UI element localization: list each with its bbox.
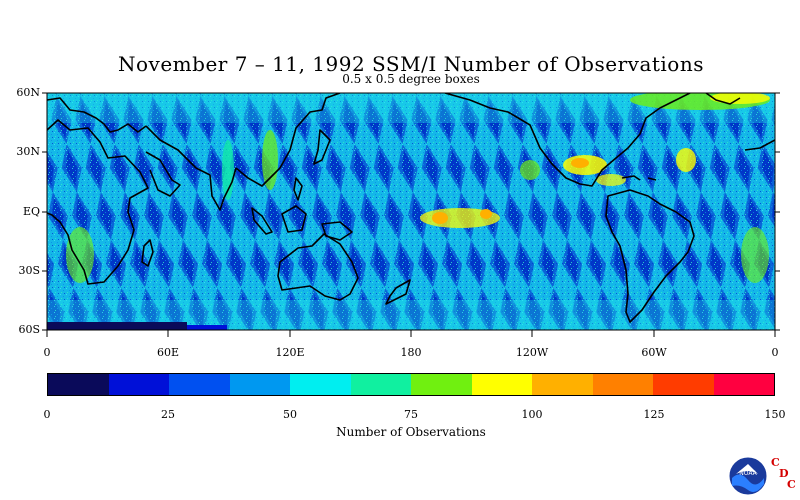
australia-coast	[277, 233, 359, 301]
colorbar-segment-3	[229, 374, 290, 395]
observation-map	[42, 92, 780, 337]
colorbar-label-100: 100	[521, 408, 543, 421]
greenland	[705, 93, 741, 105]
colorbar-label-25: 25	[161, 408, 175, 421]
lon-label-0: 0	[43, 346, 51, 359]
sumatra	[251, 207, 273, 235]
europe-coast	[47, 97, 147, 133]
cdc-letter-1: C	[771, 456, 780, 469]
observation-field	[47, 93, 775, 330]
chart-title: November 7 – 11, 1992 SSM/I Number of Ob…	[118, 52, 704, 76]
japan	[313, 129, 331, 165]
colorbar-title: Number of Observations	[336, 425, 486, 439]
colorbar	[47, 373, 775, 396]
lon-ticks	[46, 330, 776, 337]
west-africa	[744, 139, 775, 151]
lon-label-60w: 60W	[641, 346, 667, 359]
lat-label-eq: EQ	[22, 205, 40, 218]
lon-label-120e: 120E	[275, 346, 305, 359]
colorbar-label-75: 75	[404, 408, 418, 421]
borneo	[281, 205, 307, 233]
lon-label-120w: 120W	[515, 346, 549, 359]
north-america-coast	[444, 93, 691, 187]
colorbar-segment-10	[653, 374, 714, 395]
caribbean	[621, 175, 657, 181]
asia-coast	[145, 93, 341, 187]
colorbar-segment-1	[108, 374, 169, 395]
south-america-coast	[605, 189, 695, 323]
colorbar-segment-7	[471, 374, 532, 395]
lon-label-0-end: 0	[771, 346, 779, 359]
madagascar	[141, 239, 154, 267]
lat-label-60s: 60S	[18, 323, 40, 336]
colorbar-segment-0	[48, 374, 109, 395]
colorbar-label-125: 125	[643, 408, 665, 421]
arabia-coast	[145, 151, 181, 197]
cdc-letter-2: D	[779, 467, 789, 480]
colorbar-segment-9	[592, 374, 653, 395]
colorbar-segment-4	[290, 374, 351, 395]
lon-label-60e: 60E	[156, 346, 180, 359]
colorbar-label-50: 50	[283, 408, 297, 421]
noaa-logo-icon: NOAA	[728, 456, 768, 496]
svg-text:NOAA: NOAA	[739, 470, 757, 477]
colorbar-label-150: 150	[764, 408, 786, 421]
cdc-letter-3: C	[787, 478, 796, 491]
colorbar-segment-5	[350, 374, 411, 395]
lat-label-30n: 30N	[16, 145, 40, 158]
chart-subtitle: 0.5 x 0.5 degree boxes	[342, 72, 480, 86]
lat-label-30s: 30S	[18, 264, 40, 277]
colorbar-segment-11	[713, 374, 774, 395]
lat-label-60n: 60N	[16, 86, 40, 99]
coastlines	[47, 93, 775, 323]
africa-coast	[47, 119, 149, 285]
colorbar-segment-8	[532, 374, 593, 395]
new-zealand	[385, 279, 411, 305]
lat-ticks	[42, 92, 780, 331]
colorbar-segment-6	[411, 374, 472, 395]
colorbar-label-0: 0	[43, 408, 51, 421]
colorbar-segment-2	[169, 374, 230, 395]
india-coast	[195, 167, 237, 211]
lon-label-180: 180	[400, 346, 422, 359]
philippines	[293, 177, 303, 201]
